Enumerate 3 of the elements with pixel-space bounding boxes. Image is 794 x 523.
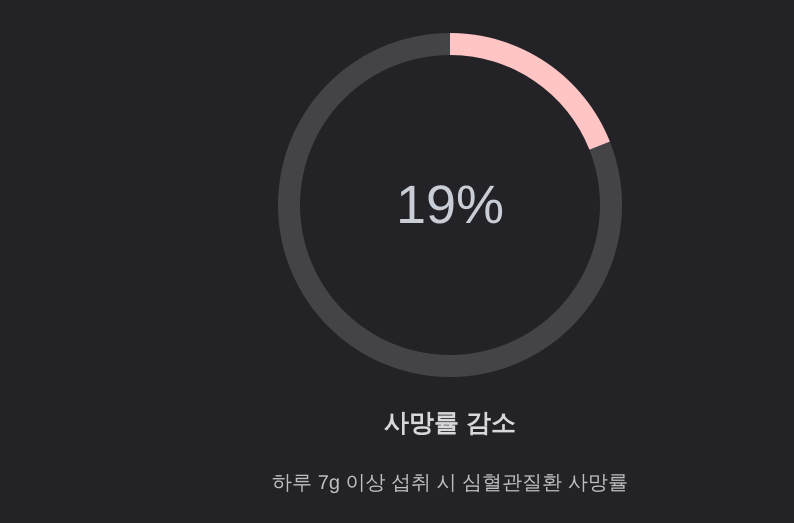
text: 사망률 감소 [384,409,516,437]
data-label: 19% [396,175,504,235]
text: 하루 7g 이상 섭취 시 심혈관질환 사망률 [272,472,628,494]
